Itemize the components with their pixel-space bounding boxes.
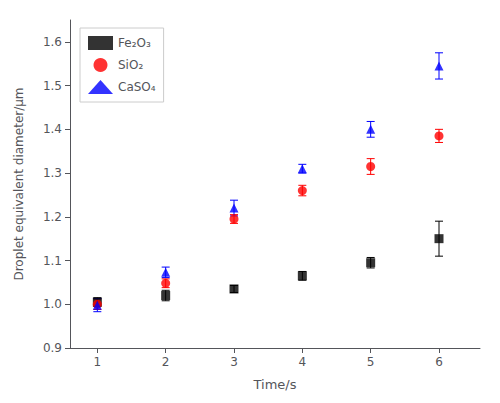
- svg-text:SiO₂: SiO₂: [118, 58, 143, 72]
- svg-text:CaSO₄: CaSO₄: [118, 80, 156, 94]
- svg-text:1.4: 1.4: [43, 122, 62, 136]
- svg-text:1.1: 1.1: [43, 254, 62, 268]
- svg-text:Droplet equivalent diameter/μm: Droplet equivalent diameter/μm: [12, 87, 26, 280]
- svg-text:2: 2: [162, 355, 170, 369]
- svg-text:3: 3: [230, 355, 238, 369]
- svg-text:6: 6: [435, 355, 443, 369]
- svg-text:4: 4: [299, 355, 307, 369]
- svg-text:Time/s: Time/s: [253, 377, 297, 392]
- svg-text:5: 5: [367, 355, 375, 369]
- svg-text:1.3: 1.3: [43, 166, 62, 180]
- svg-text:1.5: 1.5: [43, 79, 62, 93]
- svg-text:1.0: 1.0: [43, 297, 62, 311]
- svg-text:Fe₂O₃: Fe₂O₃: [118, 36, 151, 50]
- svg-text:0.9: 0.9: [43, 341, 62, 355]
- svg-text:1.2: 1.2: [43, 210, 62, 224]
- svg-text:1: 1: [94, 355, 102, 369]
- svg-text:1.6: 1.6: [43, 35, 62, 49]
